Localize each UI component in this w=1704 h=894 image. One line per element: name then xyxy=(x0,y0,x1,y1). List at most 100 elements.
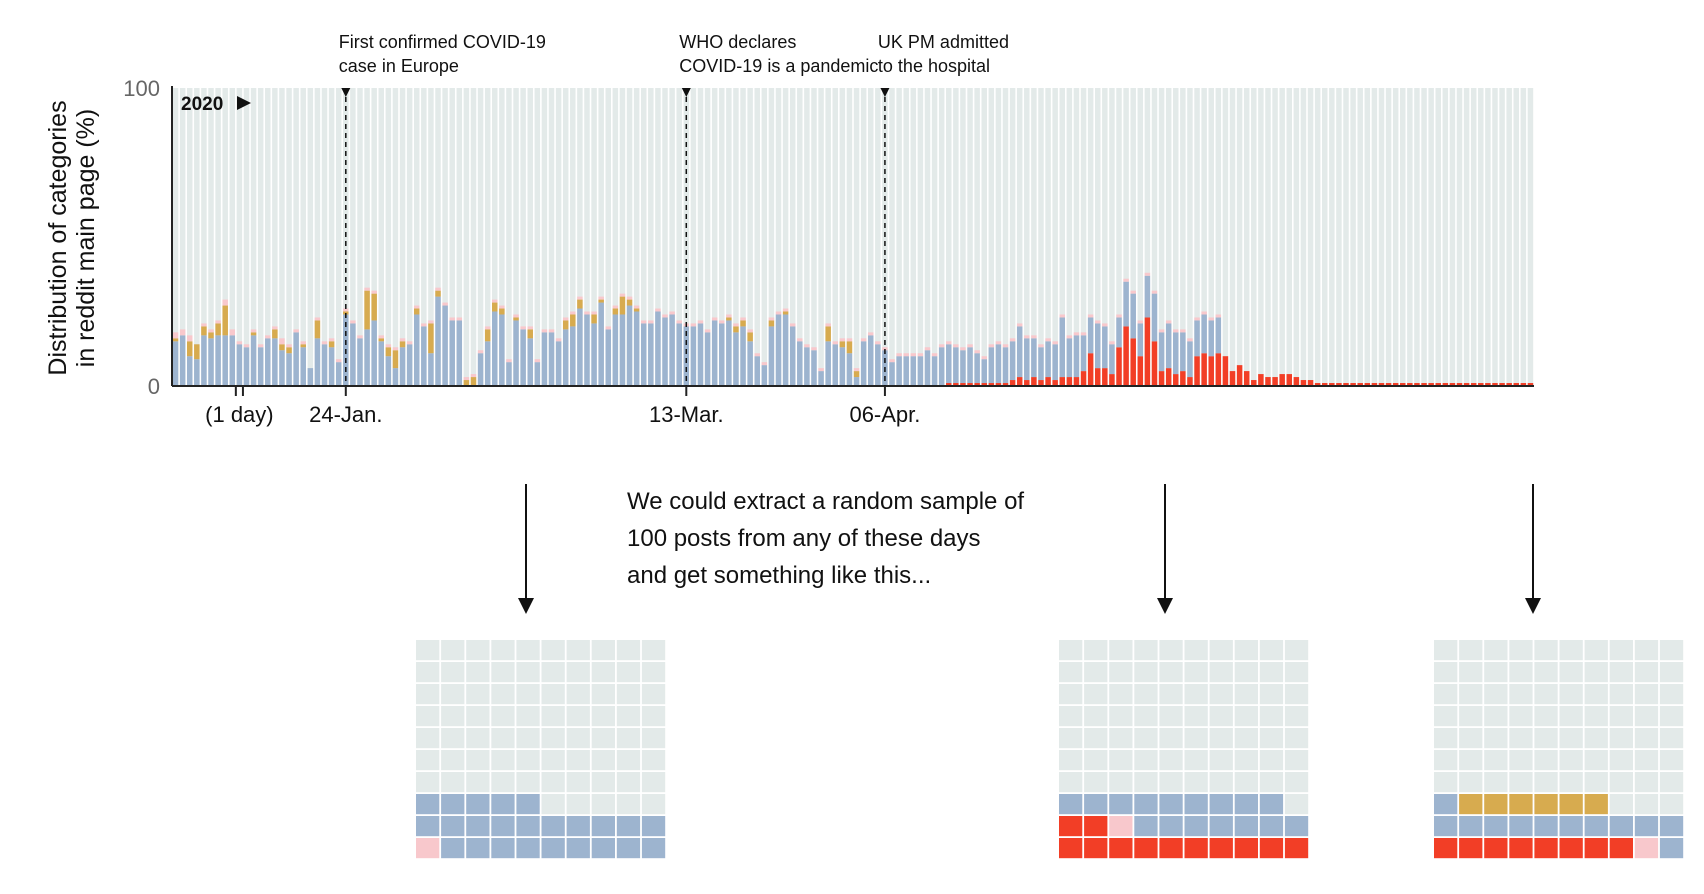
waffle-cell xyxy=(1084,662,1108,683)
bar-segment xyxy=(1031,335,1037,339)
waffle-cell xyxy=(616,794,641,815)
bar-background xyxy=(1102,88,1108,386)
bar-background xyxy=(399,88,406,386)
bar-segment xyxy=(555,338,562,342)
waffle-cell xyxy=(1459,750,1483,771)
waffle-cell xyxy=(1134,750,1158,771)
bar-segment xyxy=(1428,383,1434,386)
event-marker-icon xyxy=(681,88,691,97)
waffle-cell xyxy=(1109,640,1133,661)
waffle-cell xyxy=(1559,772,1583,793)
bar-background xyxy=(1392,88,1399,386)
waffle-cell xyxy=(1609,794,1633,815)
bar-segment xyxy=(442,302,448,306)
bar-segment xyxy=(172,341,179,386)
waffle-cell xyxy=(616,684,641,705)
bar-segment xyxy=(357,335,363,339)
waffle-cell xyxy=(1209,750,1233,771)
bar-segment xyxy=(577,299,583,309)
bar-background xyxy=(527,88,533,386)
waffle-cell xyxy=(1609,662,1633,683)
waffle-cell xyxy=(416,706,440,727)
bar-background xyxy=(194,88,200,386)
bar-segment xyxy=(818,368,824,372)
waffle-cell xyxy=(1159,662,1183,683)
bar-segment xyxy=(1116,314,1122,318)
waffle-cell xyxy=(1159,816,1183,837)
bar-segment xyxy=(1109,341,1115,345)
bar-background xyxy=(853,88,860,386)
bar-segment xyxy=(1102,368,1108,386)
bar-segment xyxy=(1038,344,1044,348)
waffle-cell xyxy=(1209,838,1233,859)
waffle-cell xyxy=(1584,838,1608,859)
bar-background xyxy=(1272,88,1278,386)
waffle-cell xyxy=(566,750,590,771)
bar-background xyxy=(378,88,385,386)
waffle-cell xyxy=(1484,816,1508,837)
bar-segment xyxy=(960,347,966,351)
waffle-cell xyxy=(541,794,565,815)
bar-segment xyxy=(655,308,661,312)
bar-segment xyxy=(1066,335,1073,339)
bar-segment xyxy=(917,356,924,386)
waffle-cell xyxy=(441,772,465,793)
waffle-cell xyxy=(1459,684,1483,705)
bar-segment xyxy=(179,335,186,386)
bar-background xyxy=(1400,88,1406,386)
bar-segment xyxy=(1180,329,1186,333)
bar-background xyxy=(243,88,250,386)
bar-segment xyxy=(1215,317,1222,354)
waffle-cell xyxy=(1234,684,1258,705)
waffle-cell xyxy=(641,772,666,793)
waffle-cell xyxy=(1209,684,1233,705)
bar-segment xyxy=(967,383,973,386)
bar-segment xyxy=(612,308,619,315)
waffle-cell xyxy=(1659,728,1684,749)
bar-segment xyxy=(1016,323,1023,327)
bar-segment xyxy=(392,347,399,351)
waffle-cell xyxy=(1634,728,1659,749)
bar-segment xyxy=(293,332,299,386)
waffle-cell xyxy=(1484,706,1508,727)
bar-segment xyxy=(804,344,810,348)
bar-segment xyxy=(499,305,505,309)
waffle-cell xyxy=(641,662,666,683)
waffle-cell xyxy=(1609,684,1633,705)
bar-segment xyxy=(981,359,987,384)
bar-segment xyxy=(186,341,193,357)
bar-background xyxy=(910,88,917,386)
bar-background xyxy=(392,88,399,386)
bar-background xyxy=(711,88,718,386)
waffle-cell xyxy=(466,684,490,705)
waffle-cell xyxy=(1209,772,1233,793)
bar-background xyxy=(1151,88,1158,386)
bar-segment xyxy=(399,341,406,348)
waffle-cell xyxy=(1059,750,1083,771)
bar-background xyxy=(690,88,697,386)
waffle-cell xyxy=(1534,750,1558,771)
waffle-cell xyxy=(591,750,615,771)
waffle-cell xyxy=(566,838,590,859)
bar-segment xyxy=(846,353,853,386)
bar-segment xyxy=(1527,383,1534,386)
waffle-cell xyxy=(1459,838,1483,859)
bar-segment xyxy=(633,305,640,309)
waffle-cell xyxy=(1184,662,1208,683)
waffle-cell xyxy=(441,816,465,837)
waffle-cell xyxy=(541,750,565,771)
bar-background xyxy=(265,88,271,386)
waffle-cell xyxy=(1134,838,1158,859)
waffle-cell xyxy=(566,728,590,749)
bar-segment xyxy=(825,323,831,327)
waffle-cell xyxy=(591,662,615,683)
waffle-cell xyxy=(566,684,590,705)
bar-segment xyxy=(364,329,370,386)
waffle-cell xyxy=(1109,750,1133,771)
waffle-cell xyxy=(1109,794,1133,815)
bar-segment xyxy=(1016,326,1023,378)
bar-background xyxy=(1187,88,1193,386)
bar-background xyxy=(1087,88,1094,386)
bar-segment xyxy=(839,341,846,348)
y-axis-title: Distribution of categoriesin reddit main… xyxy=(44,100,100,375)
